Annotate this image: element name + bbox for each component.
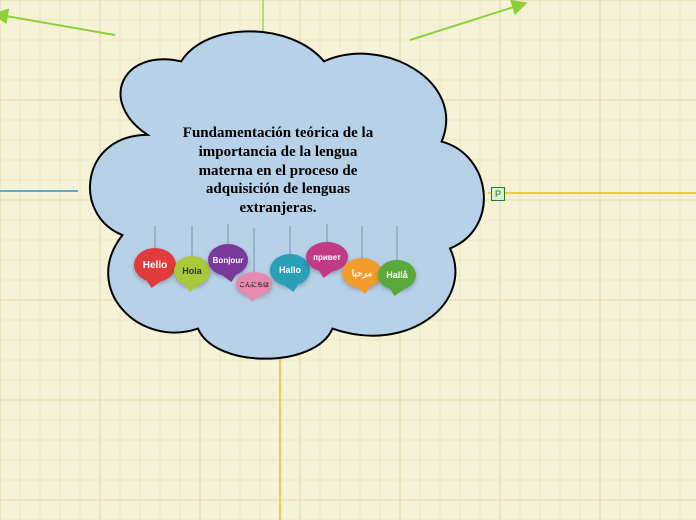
greeting-bubble: Hello [134, 248, 176, 282]
cloud-title-text: Fundamentación teórica de la importancia… [178, 124, 378, 218]
mindmap-canvas[interactable]: Fundamentación teórica de la importancia… [0, 0, 696, 520]
greeting-bubble: привет [306, 242, 348, 272]
greeting-bubble: Hola [174, 256, 210, 286]
greeting-bubble-label: привет [313, 253, 341, 262]
greeting-bubble-label: Hallo [279, 265, 301, 275]
greeting-bubble: Hallo [270, 254, 310, 286]
greeting-bubble: Bonjour [208, 244, 248, 276]
greeting-bubble: Hallå [378, 260, 416, 290]
greeting-bubble-label: Hola [182, 266, 202, 276]
greeting-bubble-label: こんにちは [239, 280, 269, 289]
p-badge-icon[interactable]: P [491, 187, 505, 201]
greeting-bubble-label: Hallå [386, 270, 408, 280]
greeting-bubble: مرحبا [342, 258, 382, 288]
greeting-bubble-label: Hello [143, 260, 167, 271]
greeting-bubbles-row: Hello Hola Bonjour こんにちは Hallo привет مرحبا Hal… [134, 240, 424, 300]
greeting-bubble-label: مرحبا [352, 268, 373, 279]
greeting-bubble-label: Bonjour [213, 256, 244, 265]
greeting-bubble: こんにちは [236, 272, 272, 296]
